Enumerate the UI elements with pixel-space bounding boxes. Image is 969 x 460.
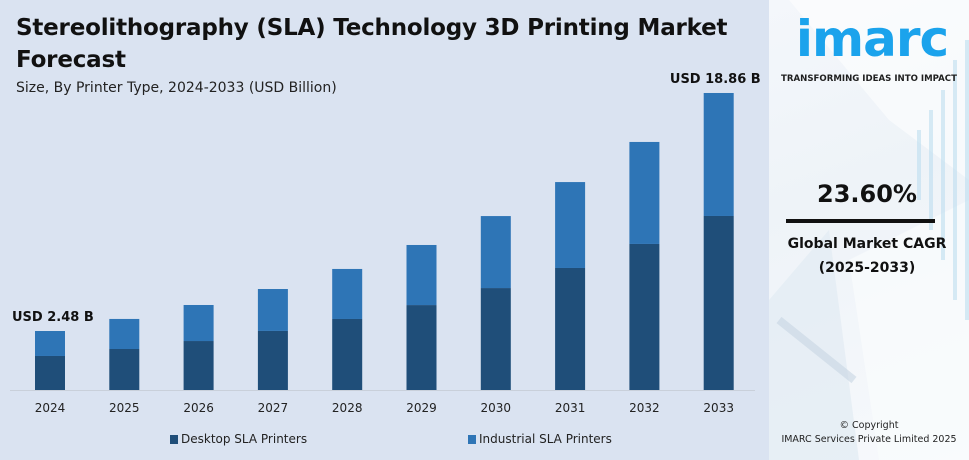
x-tick-label: 2032 [629, 401, 660, 415]
x-tick-label: 2033 [703, 401, 734, 415]
legend-swatch-desktop [170, 434, 178, 444]
x-tick-label: 2024 [35, 401, 66, 415]
background-decoration [769, 0, 969, 460]
chart-panel: Stereolithography (SLA) Technology 3D Pr… [10, 15, 761, 446]
bar-industrial-2030 [480, 216, 511, 289]
cagr-period: (2025-2033) [818, 260, 916, 276]
bar-industrial-2028 [332, 268, 363, 319]
legend-label-industrial: Industrial SLA Printers [479, 432, 612, 446]
bar-desktop-2028 [332, 318, 363, 390]
bar-industrial-2024 [35, 331, 65, 356]
copyright-line-1: © Copyright [839, 420, 899, 431]
sidebar-panel: imarc TRANSFORMING IDEAS INTO IMPACT 23.… [769, 0, 969, 460]
copyright-notice: © Copyright IMARC Services Private Limit… [769, 419, 969, 447]
bar-desktop-2031 [555, 267, 586, 390]
chart-title: Stereolithography (SLA) Technology 3D Pr… [16, 15, 728, 73]
bar-desktop-2024 [35, 355, 65, 390]
bar-industrial-2026 [183, 304, 214, 342]
bar-desktop-2033 [703, 215, 734, 390]
bar-industrial-2029 [406, 244, 437, 306]
bar-industrial-2033 [703, 92, 734, 216]
copyright-line-2: IMARC Services Private Limited 2025 [781, 434, 957, 445]
x-tick-label: 2027 [258, 401, 289, 415]
x-tick-label: 2029 [406, 401, 437, 415]
bar-desktop-2027 [257, 330, 288, 390]
bar-desktop-2032 [629, 243, 660, 390]
x-tick-label: 2025 [109, 401, 140, 415]
cagr-caption: Global Market CAGR (2025-2033) [769, 232, 965, 280]
x-tick-label: 2030 [481, 401, 512, 415]
bar-industrial-2031 [555, 182, 586, 268]
bar-total-label-2024: USD 2.48 B [12, 310, 94, 325]
legend-item-desktop: Desktop SLA Printers [170, 432, 307, 446]
legend-label-desktop: Desktop SLA Printers [181, 432, 308, 446]
cagr-value: 23.60% [817, 180, 917, 208]
bar-desktop-2029 [406, 305, 437, 390]
cagr-divider [786, 219, 935, 223]
chart-subtitle: Size, By Printer Type, 2024-2033 (USD Bi… [16, 80, 337, 96]
x-tick-label: 2031 [555, 401, 586, 415]
bar-desktop-2030 [480, 288, 511, 390]
bar-chart: 2024 2025 2026 2027 2028 2029 2030 2031 2032 2033… [10, 72, 761, 415]
imarc-logo: imarc [795, 10, 949, 68]
bar-industrial-2032 [629, 141, 660, 244]
legend-item-industrial: Industrial SLA Printers [468, 432, 612, 446]
x-tick-label: 2026 [183, 401, 214, 415]
legend-swatch-industrial [468, 434, 476, 444]
bar-total-label-2033: USD 18.86 B [670, 72, 761, 87]
logo-tagline: TRANSFORMING IDEAS INTO IMPACT [781, 74, 957, 84]
bar-industrial-2025 [109, 318, 140, 349]
bar-desktop-2026 [183, 341, 214, 390]
x-tick-label: 2028 [332, 401, 363, 415]
bar-desktop-2025 [109, 348, 140, 390]
bar-industrial-2027 [257, 289, 288, 331]
cagr-label: Global Market CAGR [787, 236, 947, 252]
